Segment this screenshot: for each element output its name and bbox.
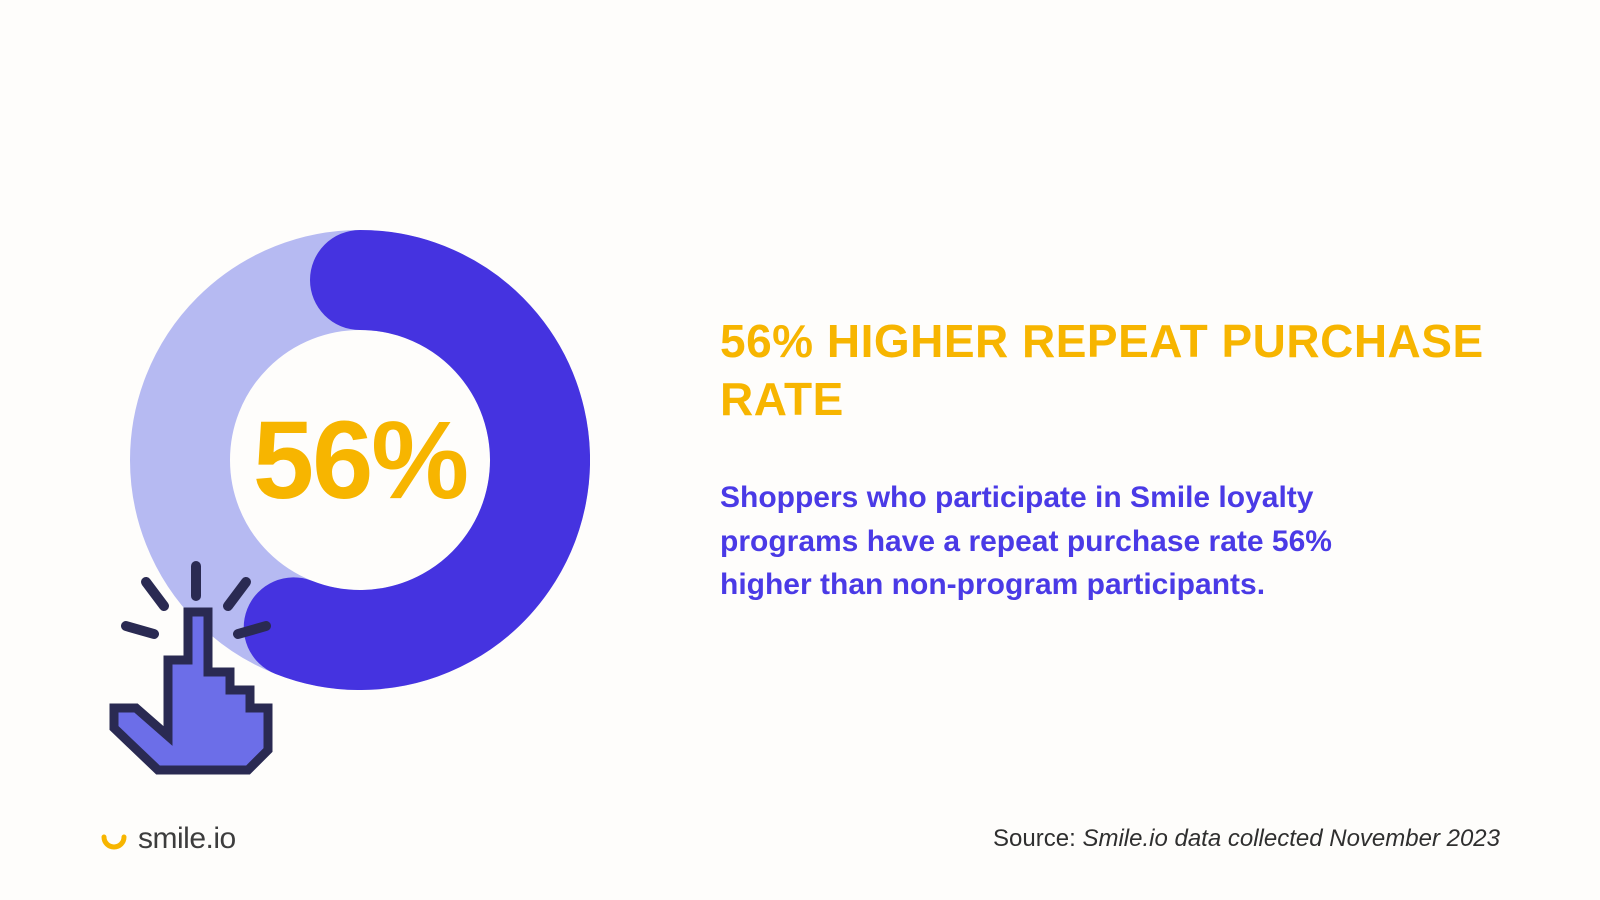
cursor-click-icon <box>50 540 310 800</box>
content-row: 56% 56% HIGHER REPEAT PURCHASE RATE <box>80 60 1520 860</box>
source-text: Smile.io data collected November 2023 <box>1082 825 1500 852</box>
source-prefix: Source: <box>993 825 1082 852</box>
text-panel: 56% HIGHER REPEAT PURCHASE RATE Shoppers… <box>720 313 1520 607</box>
footer-row: smile.io Source: Smile.io data collected… <box>100 822 1500 856</box>
brand-logo-text: smile.io <box>138 822 236 856</box>
brand-logo: smile.io <box>100 822 236 856</box>
smile-mark-icon <box>100 825 128 853</box>
body-text: Shoppers who participate in Smile loyalt… <box>720 476 1340 607</box>
headline-text: 56% HIGHER REPEAT PURCHASE RATE <box>720 313 1500 428</box>
chart-panel: 56% <box>80 160 640 760</box>
infographic-card: 56% 56% HIGHER REPEAT PURCHASE RATE <box>0 0 1600 900</box>
source-attribution: Source: Smile.io data collected November… <box>993 825 1500 853</box>
